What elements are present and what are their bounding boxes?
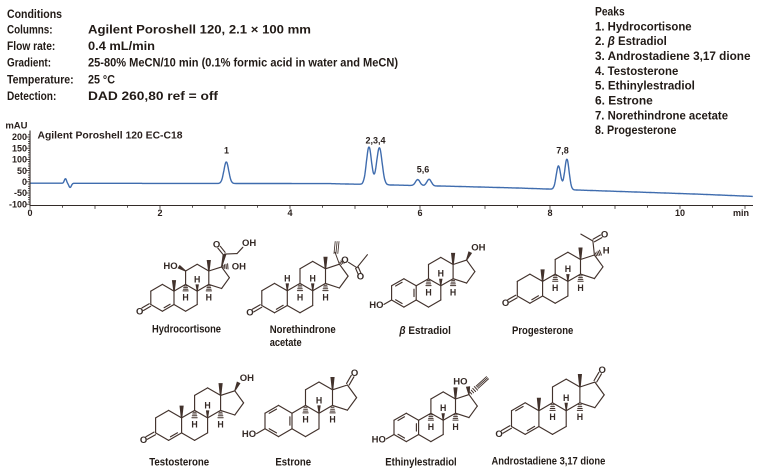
svg-text:H: H [284, 273, 290, 283]
svg-text:3. Androstadiene 3,17 dione: 3. Androstadiene 3,17 dione [595, 49, 751, 63]
svg-text:O: O [599, 365, 606, 376]
svg-text:2: 2 [157, 208, 162, 218]
svg-text:H: H [440, 403, 446, 413]
svg-text:7. Norethindrone acetate: 7. Norethindrone acetate [595, 108, 728, 122]
svg-text:H: H [603, 245, 610, 256]
svg-text:Progesterone: Progesterone [512, 325, 573, 337]
svg-text:min: min [733, 208, 749, 218]
svg-text:7,8: 7,8 [556, 146, 569, 156]
svg-text:Norethindrone: Norethindrone [270, 324, 336, 336]
svg-text:0: 0 [22, 177, 27, 187]
svg-text:Conditions: Conditions [7, 7, 62, 21]
svg-text:H: H [191, 419, 197, 429]
svg-text:HO: HO [242, 429, 256, 440]
svg-text:10: 10 [675, 208, 685, 218]
svg-text:H: H [428, 422, 434, 432]
svg-text:Temperature:: Temperature: [7, 72, 74, 86]
svg-text:H: H [322, 292, 328, 302]
svg-text:Columns:: Columns: [7, 23, 53, 37]
svg-text:Ethinylestradiol: Ethinylestradiol [385, 456, 456, 468]
svg-text:O: O [502, 298, 509, 309]
svg-text:H: H [310, 273, 316, 283]
svg-text:Androstadiene 3,17 dione: Androstadiene 3,17 dione [492, 456, 606, 468]
svg-text:Testosterone: Testosterone [149, 456, 209, 468]
svg-text:H: H [302, 415, 308, 425]
svg-text:6. Estrone: 6. Estrone [595, 94, 653, 108]
svg-text:Flow rate:: Flow rate: [7, 39, 55, 53]
svg-text:β Estradiol: β Estradiol [399, 325, 451, 337]
svg-text:-50: -50 [14, 188, 27, 198]
svg-text:O: O [341, 255, 348, 266]
svg-text:OH: OH [240, 373, 254, 384]
svg-text:DAD 260,80 ref = off: DAD 260,80 ref = off [88, 89, 219, 103]
svg-text:2. β Estradiol: 2. β Estradiol [595, 34, 667, 48]
svg-text:Gradient:: Gradient: [7, 56, 51, 70]
svg-text:O: O [495, 429, 502, 440]
svg-text:H: H [450, 287, 456, 297]
svg-text:50: 50 [17, 166, 27, 176]
svg-text:O: O [351, 368, 358, 379]
svg-text:Estrone: Estrone [275, 456, 311, 468]
svg-text:5,6: 5,6 [417, 165, 430, 175]
svg-text:H: H [425, 287, 431, 297]
svg-text:-100: -100 [9, 199, 27, 209]
svg-text:H: H [549, 412, 555, 422]
svg-text:H: H [204, 400, 210, 410]
svg-text:H: H [563, 393, 569, 403]
svg-text:H: H [552, 283, 558, 293]
svg-text:1. Hydrocortisone: 1. Hydrocortisone [595, 19, 692, 33]
svg-text:25 °C: 25 °C [88, 72, 115, 86]
svg-text:8. Progesterone: 8. Progesterone [595, 123, 677, 137]
svg-text:O: O [140, 435, 147, 446]
svg-text:O: O [136, 306, 143, 317]
svg-text:150: 150 [12, 143, 27, 153]
svg-text:mAU: mAU [5, 121, 27, 132]
svg-text:0: 0 [27, 208, 32, 218]
svg-text:H: H [452, 422, 458, 432]
svg-text:200: 200 [12, 132, 27, 142]
svg-text:acetate: acetate [270, 337, 302, 349]
svg-text:1: 1 [224, 146, 229, 156]
svg-text:O: O [601, 230, 608, 241]
svg-text:H: H [206, 293, 212, 303]
svg-text:HO: HO [369, 300, 383, 311]
svg-text:O: O [213, 240, 220, 251]
svg-text:25-80% MeCN/10 min (0.1% formi: 25-80% MeCN/10 min (0.1% formic acid in … [88, 56, 398, 70]
svg-text:2,3,4: 2,3,4 [365, 136, 385, 146]
svg-text:Hydrocortisone: Hydrocortisone [152, 324, 221, 336]
svg-text:O: O [357, 272, 364, 283]
svg-text:5. Ethinylestradiol: 5. Ethinylestradiol [595, 79, 695, 93]
svg-text:HO: HO [453, 376, 467, 387]
svg-text:H: H [577, 283, 583, 293]
svg-text:HO: HO [372, 434, 386, 445]
svg-text:O: O [246, 308, 253, 319]
svg-text:HO: HO [163, 261, 177, 272]
svg-text:H: H [194, 274, 200, 284]
svg-text:100: 100 [12, 155, 27, 165]
svg-text:OH: OH [232, 261, 246, 272]
svg-text:H: H [577, 412, 583, 422]
svg-text:6: 6 [417, 208, 422, 218]
svg-text:4. Testosterone: 4. Testosterone [595, 64, 679, 78]
svg-text:H: H [297, 292, 303, 302]
svg-text:H: H [329, 415, 335, 425]
svg-text:OH: OH [242, 238, 256, 249]
svg-text:8: 8 [547, 208, 552, 218]
svg-text:Peaks: Peaks [595, 4, 625, 18]
svg-text:Agilent Poroshell 120, 2.1 × 1: Agilent Poroshell 120, 2.1 × 100 mm [88, 23, 311, 37]
svg-text:H: H [316, 395, 322, 405]
svg-text:4: 4 [287, 208, 292, 218]
svg-text:H: H [217, 419, 223, 429]
svg-text:H: H [438, 269, 444, 279]
svg-text:H: H [182, 293, 188, 303]
svg-text:H: H [565, 264, 571, 274]
svg-text:Agilent Poroshell 120 EC-C18: Agilent Poroshell 120 EC-C18 [38, 131, 183, 142]
svg-text:Detection:: Detection: [7, 89, 56, 103]
svg-text:0.4 mL/min: 0.4 mL/min [88, 39, 155, 53]
svg-text:OH: OH [471, 243, 485, 254]
